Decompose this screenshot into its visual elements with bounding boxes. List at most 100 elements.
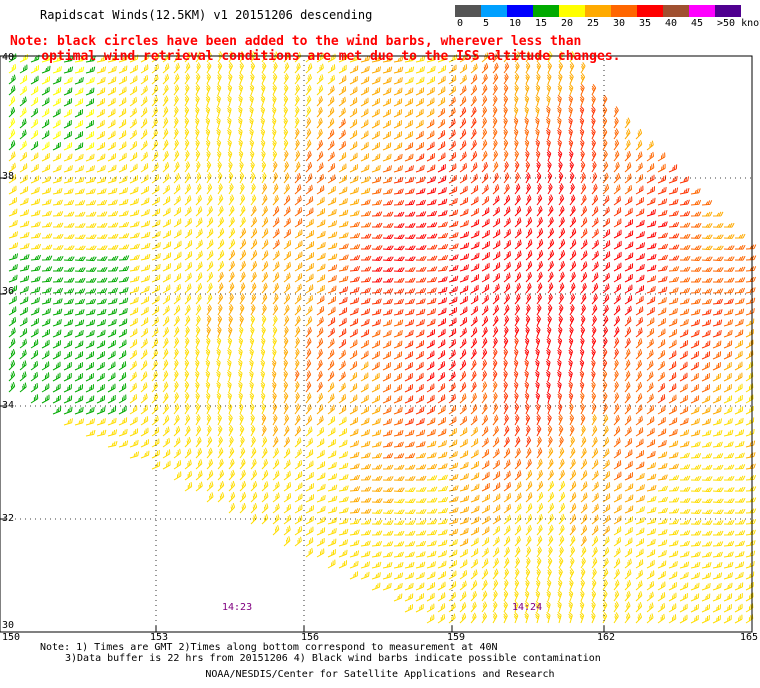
wind-barb (591, 391, 597, 404)
wind-barb (349, 164, 358, 173)
wind-barb (195, 282, 203, 294)
wind-barb (712, 604, 722, 613)
wind-barb (140, 231, 151, 239)
wind-barb (646, 602, 654, 613)
wind-barb (30, 210, 41, 217)
wind-barb (338, 507, 349, 514)
wind-barb (580, 470, 588, 481)
wind-barb (679, 244, 691, 250)
wind-barb (239, 293, 245, 305)
wind-barb (503, 261, 511, 272)
wind-barb (459, 580, 467, 591)
wind-barb (470, 162, 478, 173)
wind-barb (404, 165, 414, 173)
wind-barb (536, 413, 541, 426)
wind-barb (580, 425, 586, 437)
wind-barb (624, 392, 631, 404)
wind-barb (668, 199, 679, 206)
wind-barb (712, 223, 724, 228)
wind-barb (646, 163, 655, 173)
wind-barb (96, 234, 108, 239)
wind-barb (129, 152, 138, 162)
wind-barb (63, 418, 73, 426)
wind-barb (514, 402, 520, 415)
wind-barb (536, 194, 543, 206)
wind-barb (349, 463, 360, 470)
wind-barb (591, 261, 599, 272)
wind-barb (283, 470, 291, 481)
wind-barb (349, 417, 359, 426)
wind-barb (173, 337, 180, 349)
wind-barb (514, 568, 520, 580)
wind-barb (558, 413, 563, 426)
wind-barb (459, 85, 467, 96)
wind-barb (52, 372, 61, 382)
wind-barb (327, 404, 335, 415)
wind-barb (217, 436, 223, 448)
wind-barb (261, 425, 267, 437)
wind-barb (624, 601, 631, 613)
wind-barb (668, 603, 677, 613)
wind-barb (338, 64, 347, 74)
wind-barb (250, 513, 258, 525)
wind-barb (338, 518, 349, 525)
wind-barb (184, 116, 190, 129)
wind-barb (602, 128, 608, 140)
wind-barb (8, 220, 18, 228)
wind-barb (250, 314, 256, 327)
wind-barb (249, 380, 254, 393)
wind-barb (327, 549, 336, 558)
wind-barb (338, 186, 348, 195)
wind-barb (19, 107, 27, 118)
wind-barb (514, 315, 520, 327)
wind-barb (723, 277, 735, 283)
wind-barb (557, 600, 562, 613)
wind-barb (492, 601, 498, 613)
wind-barb (690, 593, 700, 602)
wind-barb (217, 183, 223, 195)
wind-barb (294, 84, 301, 96)
wind-barb (205, 380, 211, 393)
wind-barb (492, 448, 500, 459)
wind-barb (107, 199, 118, 206)
wind-barb (305, 547, 313, 558)
wind-barb (107, 318, 117, 327)
wind-barb (481, 348, 488, 360)
wind-barb (294, 392, 300, 404)
wind-barb (162, 173, 170, 184)
wind-barb (524, 369, 529, 382)
wind-barb (216, 105, 221, 118)
wind-barb (745, 452, 756, 459)
wind-barb (30, 186, 40, 195)
wind-barb (316, 370, 323, 382)
wind-barb (52, 395, 61, 404)
wind-barb (712, 234, 724, 240)
wind-barb (734, 233, 746, 239)
wind-barb (657, 613, 665, 624)
wind-barb (514, 73, 520, 85)
wind-barb (602, 370, 608, 382)
wind-barb (547, 249, 555, 261)
wind-barb (481, 337, 488, 349)
wind-barb (459, 517, 469, 525)
wind-barb (294, 206, 303, 217)
wind-barb (96, 108, 105, 118)
wind-barb (437, 175, 447, 184)
wind-barb (305, 52, 313, 63)
wind-barb (184, 161, 191, 173)
wind-barb (448, 118, 456, 129)
wind-barb (448, 75, 457, 85)
wind-barb (316, 95, 323, 107)
wind-barb (591, 194, 599, 206)
wind-barb (74, 211, 86, 217)
wind-barb (8, 381, 16, 393)
wind-barb (195, 161, 201, 173)
wind-barb (558, 249, 566, 261)
wind-barb (184, 183, 192, 195)
wind-barb (524, 94, 530, 107)
wind-barb (41, 394, 50, 404)
wind-barb (701, 604, 711, 613)
wind-barb (283, 172, 290, 184)
wind-barb (503, 503, 511, 514)
wind-barb (63, 308, 74, 316)
